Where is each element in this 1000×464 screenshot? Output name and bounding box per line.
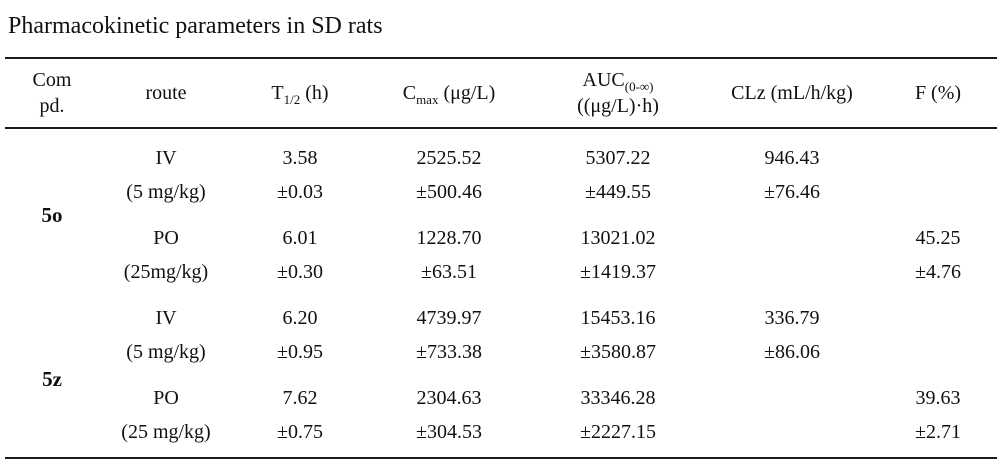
- auc-formula: AUC(0-∞): [582, 69, 654, 94]
- cell-cmax: ±63.51: [421, 261, 477, 283]
- cell-route: IV: [155, 307, 177, 329]
- cell-f: ±4.76: [915, 261, 961, 283]
- cell-auc: 33346.28: [580, 387, 656, 409]
- table-row: (25mg/kg) ±0.30 ±63.51 ±1419.37 ±4.76: [5, 255, 997, 289]
- cell-cmax: 2525.52: [416, 147, 482, 169]
- cell-auc: ±3580.87: [580, 341, 656, 363]
- cell-auc: 5307.22: [585, 147, 651, 169]
- cell-auc: 15453.16: [580, 307, 656, 329]
- cell-route: PO: [153, 387, 179, 409]
- col-header-auc: AUC(0-∞) ((μg/L)·h): [531, 58, 705, 128]
- cell-t12: ±0.75: [277, 421, 323, 443]
- cell-cmax: ±304.53: [416, 421, 482, 443]
- table-row: 5z IV 6.20 4739.97 15453.16 336.79: [5, 289, 997, 390]
- t12-formula: T1/2 (h): [271, 82, 329, 107]
- cell-auc: ±1419.37: [580, 261, 656, 283]
- cell-t12: 6.01: [282, 227, 318, 249]
- cell-f: [879, 289, 997, 335]
- cell-t12: ±0.03: [277, 181, 323, 203]
- cell-route: (25mg/kg): [123, 261, 209, 283]
- col-header-compound-line1: Com: [32, 69, 72, 91]
- cell-f: ±2.71: [915, 421, 961, 443]
- compound-label: 5z: [42, 367, 62, 391]
- cell-clz: 946.43: [764, 147, 820, 169]
- cell-f: 45.25: [915, 227, 961, 249]
- cell-t12: 7.62: [282, 387, 318, 409]
- table-row: PO 6.01 1228.70 13021.02 45.25: [5, 209, 997, 255]
- cell-route: (5 mg/kg): [126, 341, 206, 363]
- cell-t12: ±0.95: [277, 341, 323, 363]
- cell-clz: [705, 255, 879, 289]
- cell-clz: ±76.46: [764, 181, 820, 203]
- auc-units: ((μg/L)·h): [577, 95, 659, 117]
- cell-cmax: ±733.38: [416, 341, 482, 363]
- cell-t12: 6.20: [282, 307, 318, 329]
- compound-label: 5o: [41, 203, 63, 227]
- col-header-compound: Com pd.: [5, 58, 99, 128]
- col-header-cmax: Cmax (μg/L): [367, 58, 531, 128]
- cell-auc: ±449.55: [585, 181, 651, 203]
- pharmacokinetics-table: Com pd. route T1/2 (h) Cmax (μg/L) AUC(0…: [5, 57, 997, 459]
- col-header-route: route: [145, 82, 187, 104]
- cell-clz: [705, 209, 879, 255]
- cell-auc: ±2227.15: [580, 421, 656, 443]
- col-header-f: F (%): [914, 82, 962, 104]
- table-row: PO 7.62 2304.63 33346.28 39.63: [5, 369, 997, 415]
- col-header-compound-line2: pd.: [39, 95, 65, 117]
- cell-t12: ±0.30: [277, 261, 323, 283]
- table-title: Pharmacokinetic parameters in SD rats: [8, 13, 383, 39]
- cell-cmax: 2304.63: [416, 387, 482, 409]
- cell-f: [879, 175, 997, 209]
- table-row: (5 mg/kg) ±0.03 ±500.46 ±449.55 ±76.46: [5, 175, 997, 209]
- cell-clz: 336.79: [764, 307, 820, 329]
- cell-cmax: 4739.97: [416, 307, 482, 329]
- cell-route: PO: [153, 227, 179, 249]
- cell-clz: [705, 369, 879, 415]
- cell-clz: ±86.06: [764, 341, 820, 363]
- table-row: (5 mg/kg) ±0.95 ±733.38 ±3580.87 ±86.06: [5, 335, 997, 369]
- col-header-clz: CLz (mL/h/kg): [731, 82, 853, 104]
- cell-clz: [705, 415, 879, 458]
- cell-route: IV: [155, 147, 177, 169]
- col-header-t12: T1/2 (h): [233, 58, 367, 128]
- cell-cmax: 1228.70: [416, 227, 482, 249]
- cell-auc: 13021.02: [580, 227, 656, 249]
- cmax-formula: Cmax (μg/L): [402, 82, 496, 107]
- cell-route: (5 mg/kg): [126, 181, 206, 203]
- cell-f: [879, 128, 997, 175]
- table-row: 5o IV 3.58 2525.52 5307.22 946.43: [5, 128, 997, 226]
- table-row: (25 mg/kg) ±0.75 ±304.53 ±2227.15 ±2.71: [5, 415, 997, 458]
- cell-t12: 3.58: [282, 147, 318, 169]
- cell-route: (25 mg/kg): [121, 421, 211, 443]
- cell-f: 39.63: [915, 387, 961, 409]
- header-row: Com pd. route T1/2 (h) Cmax (μg/L) AUC(0…: [5, 58, 997, 128]
- cell-f: [879, 335, 997, 369]
- cell-cmax: ±500.46: [416, 181, 482, 203]
